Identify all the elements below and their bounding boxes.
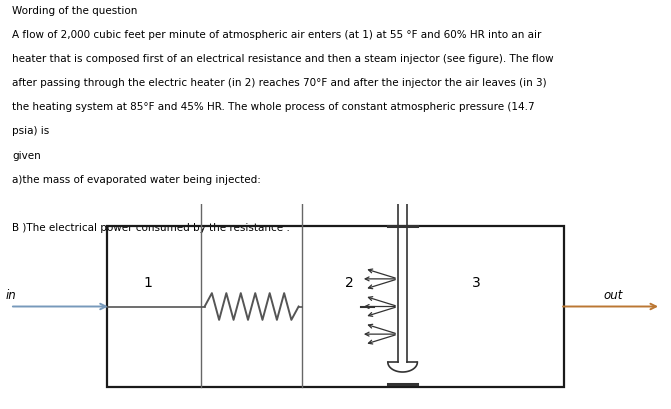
Text: 2: 2 <box>344 275 354 289</box>
Bar <box>107 227 564 387</box>
Text: B )The electrical power consumed by the resistance :: B )The electrical power consumed by the … <box>12 222 290 233</box>
Text: 1: 1 <box>143 275 152 289</box>
Text: heater that is composed first of an electrical resistance and then a steam injec: heater that is composed first of an elec… <box>12 54 554 64</box>
Text: 3: 3 <box>472 275 481 289</box>
Text: given: given <box>12 150 41 160</box>
Text: in: in <box>5 288 16 301</box>
Text: a)the mass of evaporated water being injected:: a)the mass of evaporated water being inj… <box>12 174 261 184</box>
Text: psia) is: psia) is <box>12 126 50 136</box>
Text: the heating system at 85°F and 45% HR. The whole process of constant atmospheric: the heating system at 85°F and 45% HR. T… <box>12 102 535 112</box>
Text: Wording of the question: Wording of the question <box>12 6 138 16</box>
Text: A flow of 2,000 cubic feet per minute of atmospheric air enters (at 1) at 55 °F : A flow of 2,000 cubic feet per minute of… <box>12 29 541 40</box>
Text: after passing through the electric heater (in 2) reaches 70°F and after the inje: after passing through the electric heate… <box>12 78 547 88</box>
Text: out: out <box>604 288 623 301</box>
